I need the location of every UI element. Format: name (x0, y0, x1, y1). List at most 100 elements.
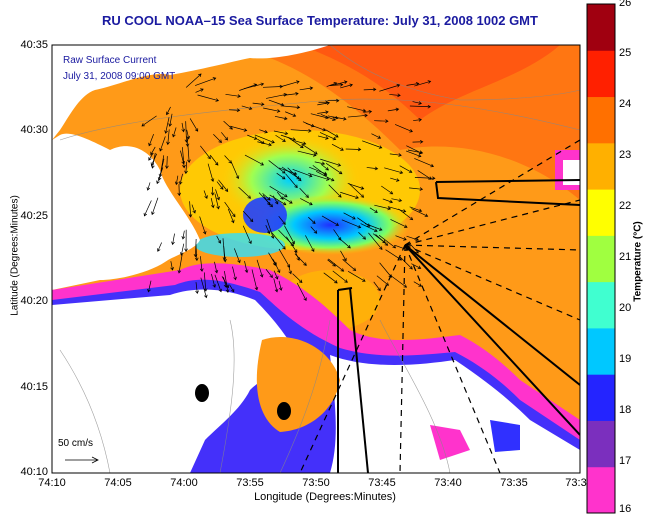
current-vector (195, 282, 199, 294)
buoy-marker (195, 384, 209, 402)
current-vector (166, 106, 171, 116)
x-tick-label: 73:55 (236, 477, 264, 489)
y-axis-label: Latitude (Degrees:Minutes) (9, 195, 21, 316)
current-vector (159, 136, 166, 152)
current-vector (177, 253, 183, 274)
colorbar-segment (587, 189, 615, 236)
current-vector (305, 122, 327, 132)
current-vector (170, 261, 174, 271)
colorbar-tick-label: 26 (619, 0, 632, 9)
colorbar-tick-label: 23 (619, 149, 632, 161)
current-vector (274, 115, 288, 121)
current-vector (288, 265, 293, 275)
current-vector (151, 152, 156, 169)
colorbar-tick-label: 19 (619, 353, 632, 365)
current-vector (409, 206, 423, 213)
current-vector (146, 182, 151, 191)
current-vector (315, 170, 335, 182)
current-vector (327, 115, 339, 120)
current-vector (282, 196, 293, 204)
current-vector (278, 280, 283, 291)
current-vector (269, 185, 288, 198)
current-vector (262, 193, 271, 201)
current-vector (277, 191, 284, 200)
current-vector (268, 160, 286, 174)
current-vector (413, 118, 422, 122)
current-vector (191, 204, 196, 214)
current-vector (247, 134, 258, 140)
current-vector (251, 269, 259, 291)
current-vector (320, 113, 336, 121)
current-vector (242, 225, 252, 245)
reference-vector-label: 50 cm/s (58, 438, 94, 449)
current-vector (147, 280, 152, 293)
current-vector (412, 101, 422, 105)
current-vector (409, 104, 432, 109)
current-vector (174, 175, 179, 186)
colorbar (586, 3, 616, 514)
current-vector (325, 129, 339, 138)
current-vector (341, 219, 362, 229)
current-vector (184, 121, 189, 143)
current-vector (368, 232, 383, 250)
reference-vector-arrow (65, 456, 99, 464)
current-vector (223, 120, 233, 130)
current-vector (148, 152, 154, 161)
current-vector (296, 282, 307, 302)
x-tick-label: 73:50 (302, 477, 330, 489)
current-vector (273, 270, 279, 280)
colorbar-tick-label: 22 (619, 200, 632, 212)
current-vector (390, 219, 408, 228)
current-vector (382, 198, 394, 204)
current-vector (411, 208, 429, 217)
current-vector (300, 198, 313, 206)
current-vector (231, 162, 240, 180)
colorbar-segment (587, 466, 615, 514)
south-land (52, 289, 300, 473)
current-vector (360, 223, 378, 233)
radar-beams (299, 139, 580, 473)
current-vectors (141, 73, 436, 302)
current-vector (221, 132, 228, 141)
current-vector (381, 185, 394, 195)
current-vector (259, 129, 268, 134)
y-tick-label: 40:35 (20, 39, 48, 51)
current-vector (266, 218, 275, 239)
current-vector (171, 233, 175, 246)
colorbar-tick-label: 20 (619, 302, 632, 314)
current-vector (330, 80, 348, 86)
current-vector (244, 154, 265, 166)
current-vector (234, 248, 241, 264)
current-vector (338, 237, 351, 249)
colorbar-segment (587, 327, 615, 375)
current-vector (366, 166, 379, 171)
current-vector (184, 161, 188, 175)
current-vector (285, 173, 298, 189)
current-vector (317, 110, 329, 115)
y-tick-label: 40:25 (20, 210, 48, 222)
current-vector (229, 125, 248, 132)
current-vector (224, 270, 230, 293)
y-tick-label: 40:20 (20, 295, 48, 307)
current-vector (278, 215, 286, 226)
current-vector (292, 273, 303, 284)
x-tick-label: 73:35 (500, 477, 528, 489)
current-vector (389, 153, 402, 157)
current-vector (379, 83, 401, 92)
x-tick-label: 73:3 (565, 477, 587, 489)
current-vector (331, 143, 344, 151)
current-vector (387, 206, 407, 213)
colorbar-tick-label: 24 (619, 98, 632, 110)
current-vector (223, 246, 227, 263)
current-vector (242, 210, 254, 223)
current-vector (323, 272, 338, 284)
current-vector (214, 274, 223, 293)
current-vector (165, 156, 169, 169)
current-vector (374, 119, 389, 123)
current-vector (210, 186, 215, 196)
current-vector (223, 277, 228, 288)
current-vector (294, 140, 307, 146)
current-vector (181, 122, 186, 133)
current-vector (328, 184, 342, 198)
